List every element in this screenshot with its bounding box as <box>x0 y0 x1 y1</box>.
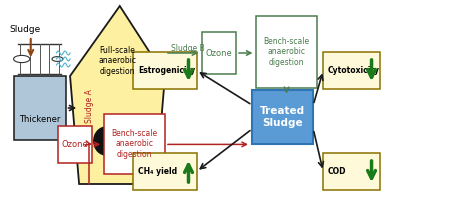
FancyBboxPatch shape <box>133 52 196 89</box>
Text: Estrogenicity: Estrogenicity <box>138 66 195 75</box>
Text: Thickener: Thickener <box>19 116 60 124</box>
Circle shape <box>52 57 63 61</box>
FancyBboxPatch shape <box>322 52 379 89</box>
Ellipse shape <box>121 127 145 155</box>
Ellipse shape <box>94 127 118 155</box>
FancyBboxPatch shape <box>252 90 313 144</box>
FancyBboxPatch shape <box>58 126 92 163</box>
FancyBboxPatch shape <box>133 153 196 190</box>
FancyBboxPatch shape <box>104 114 165 174</box>
Text: Sludge B: Sludge B <box>170 44 204 53</box>
FancyBboxPatch shape <box>14 76 65 140</box>
Text: CH₄ yield: CH₄ yield <box>138 167 177 176</box>
Text: Cytotoxicity: Cytotoxicity <box>327 66 379 75</box>
Text: Treated
Sludge: Treated Sludge <box>260 106 304 128</box>
Text: COD: COD <box>327 167 345 176</box>
Text: Sludge A: Sludge A <box>85 89 94 123</box>
FancyBboxPatch shape <box>322 153 379 190</box>
Text: Ozone: Ozone <box>61 140 88 149</box>
Circle shape <box>14 55 30 63</box>
Text: Bench-scale
anaerobic
digestion: Bench-scale anaerobic digestion <box>111 129 157 159</box>
FancyBboxPatch shape <box>256 16 317 88</box>
Polygon shape <box>70 6 165 184</box>
Text: Sludge: Sludge <box>9 25 40 34</box>
Text: Bench-scale
anaerobic
digestion: Bench-scale anaerobic digestion <box>263 37 309 67</box>
Text: Full-scale
anaerobic
digestion: Full-scale anaerobic digestion <box>98 46 136 76</box>
Text: Ozone: Ozone <box>205 48 232 58</box>
FancyBboxPatch shape <box>202 32 235 74</box>
